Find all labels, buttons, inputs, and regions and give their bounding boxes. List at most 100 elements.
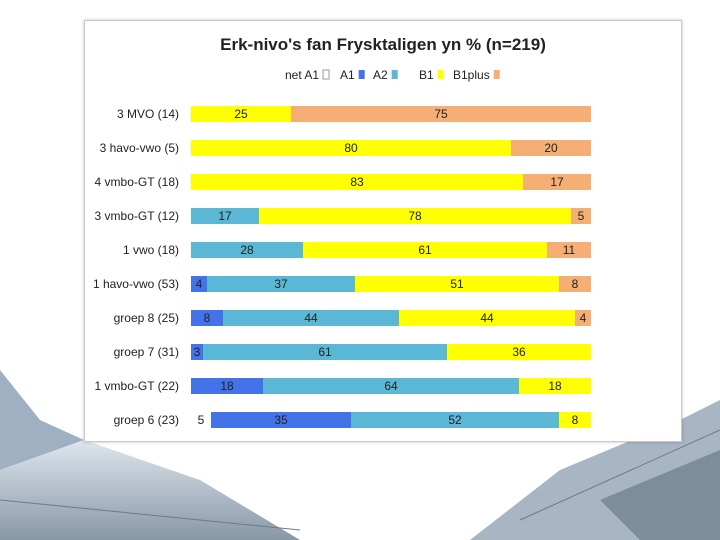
bar-segment-b1 — [191, 140, 511, 156]
bar-segment-net-a1 — [191, 412, 211, 428]
legend-item-a2: A2 — [373, 68, 398, 82]
legend-label: net A1 — [285, 68, 319, 82]
bar-segment-b1plus — [511, 140, 591, 156]
data-label: 28 — [240, 243, 254, 257]
bar-segment-a2 — [351, 412, 559, 428]
bar-row-3-vmbo-gt-12: 3 vmbo-GT (12) 17 78 5 — [95, 208, 591, 224]
category-label: 1 havo-vwo (53) — [93, 277, 179, 291]
category-label: 4 vmbo-GT (18) — [95, 175, 179, 189]
data-label: 75 — [434, 107, 448, 121]
bar-row-4-vmbo-gt-18: 4 vmbo-GT (18) 83 17 — [95, 174, 591, 190]
bar-segment-a1 — [191, 378, 263, 394]
bar-segment-b1 — [399, 310, 575, 326]
legend-item-b1: B1 — [419, 68, 444, 82]
stacked-bar-chart: Erk-nivo's fan Frysktaligen yn % (n=219)… — [93, 35, 591, 428]
legend-label: A2 — [373, 68, 388, 82]
legend-swatch — [358, 70, 365, 79]
legend-item-b1plus: B1plus — [453, 68, 500, 82]
data-label: 44 — [304, 311, 318, 325]
bar-segment-a1 — [191, 344, 203, 360]
data-label: 17 — [218, 209, 232, 223]
bar-segment-b1 — [303, 242, 547, 258]
data-label: 25 — [234, 107, 248, 121]
category-label: 3 vmbo-GT (12) — [95, 209, 179, 223]
bar-row-1-havo-vwo-53: 1 havo-vwo (53) 4 37 51 8 — [93, 276, 591, 292]
bar-segment-a2 — [207, 276, 355, 292]
data-label: 8 — [204, 311, 211, 325]
category-label: 1 vwo (18) — [123, 243, 179, 257]
bar-segment-b1 — [559, 412, 591, 428]
data-label: 80 — [344, 141, 358, 155]
legend-label: B1 — [419, 68, 434, 82]
legend-item-net-a1: net A1 — [285, 68, 330, 82]
data-label: 3 — [194, 345, 201, 359]
legend-swatch — [391, 70, 398, 79]
bar-segment-a1 — [211, 412, 351, 428]
bar-segment-b1plus — [547, 242, 591, 258]
category-label: groep 6 (23) — [114, 413, 179, 427]
data-label: 20 — [544, 141, 558, 155]
category-label: 3 MVO (14) — [117, 107, 179, 121]
bar-segment-b1 — [191, 106, 291, 122]
data-label: 64 — [384, 379, 398, 393]
bar-segment-b1 — [519, 378, 591, 394]
data-label: 5 — [198, 413, 205, 427]
bar-segment-b1plus — [571, 208, 591, 224]
data-label: 4 — [580, 311, 587, 325]
data-label: 11 — [563, 243, 576, 257]
legend-swatch — [493, 70, 500, 79]
plot-area: 3 MVO (14) 25 75 3 havo-vwo (5) 80 20 4 vmbo-G… — [93, 106, 591, 428]
data-label: 18 — [220, 379, 234, 393]
category-label: 1 vmbo-GT (22) — [95, 379, 179, 393]
data-label: 78 — [408, 209, 422, 223]
bar-row-3-havo-vwo-5: 3 havo-vwo (5) 80 20 — [100, 140, 591, 156]
category-label: groep 8 (25) — [114, 311, 179, 325]
bar-segment-b1 — [447, 344, 591, 360]
bar-segment-b1 — [355, 276, 559, 292]
data-label: 61 — [318, 345, 332, 359]
data-label: 36 — [512, 345, 526, 359]
data-label: 83 — [350, 175, 364, 189]
bar-segment-b1 — [259, 208, 571, 224]
bar-segment-a2 — [203, 344, 447, 360]
data-label: 4 — [196, 277, 203, 291]
bar-segment-b1 — [191, 174, 523, 190]
category-label: 3 havo-vwo (5) — [100, 141, 179, 155]
bar-segment-b1plus — [523, 174, 591, 190]
bar-row-1-vmbo-gt-22: 1 vmbo-GT (22) 18 64 18 — [95, 378, 591, 394]
bar-segment-b1plus — [559, 276, 591, 292]
bar-segment-a2 — [263, 378, 519, 394]
category-label: groep 7 (31) — [114, 345, 179, 359]
legend-swatch — [437, 70, 444, 79]
bar-segment-b1plus — [291, 106, 591, 122]
bar-segment-b1plus — [575, 310, 591, 326]
chart-legend: net A1 A1 A2 B1 B1plus — [285, 68, 500, 82]
bar-row-groep-8-25: groep 8 (25) 8 44 44 4 — [114, 310, 591, 326]
bar-row-3-mvo-14: 3 MVO (14) 25 75 — [117, 106, 591, 122]
data-label: 51 — [450, 277, 464, 291]
bar-row-1-vwo-18: 1 vwo (18) 28 61 11 — [123, 242, 591, 258]
bar-segment-a2 — [191, 208, 259, 224]
data-label: 8 — [572, 413, 579, 427]
data-label: 17 — [550, 175, 564, 189]
legend-label: A1 — [340, 68, 355, 82]
data-label: 44 — [480, 311, 494, 325]
data-label: 61 — [418, 243, 432, 257]
data-label: 5 — [578, 209, 585, 223]
chart-title: Erk-nivo's fan Frysktaligen yn % (n=219) — [220, 35, 546, 54]
legend-swatch — [322, 69, 330, 80]
legend-item-a1: A1 — [340, 68, 365, 82]
bar-segment-a1 — [191, 310, 223, 326]
data-label: 35 — [274, 413, 288, 427]
bar-segment-a2 — [191, 242, 303, 258]
bar-row-groep-6-23: groep 6 (23) 5 35 52 8 — [114, 412, 591, 428]
bar-segment-a1 — [191, 276, 207, 292]
bar-segment-a2 — [223, 310, 399, 326]
data-label: 52 — [448, 413, 462, 427]
data-label: 18 — [548, 379, 562, 393]
bar-row-groep-7-31: groep 7 (31) 3 61 36 — [114, 344, 591, 360]
chart-panel: Erk-nivo's fan Frysktaligen yn % (n=219)… — [84, 20, 682, 442]
data-label: 37 — [274, 277, 288, 291]
data-label: 8 — [572, 277, 579, 291]
legend-label: B1plus — [453, 68, 490, 82]
